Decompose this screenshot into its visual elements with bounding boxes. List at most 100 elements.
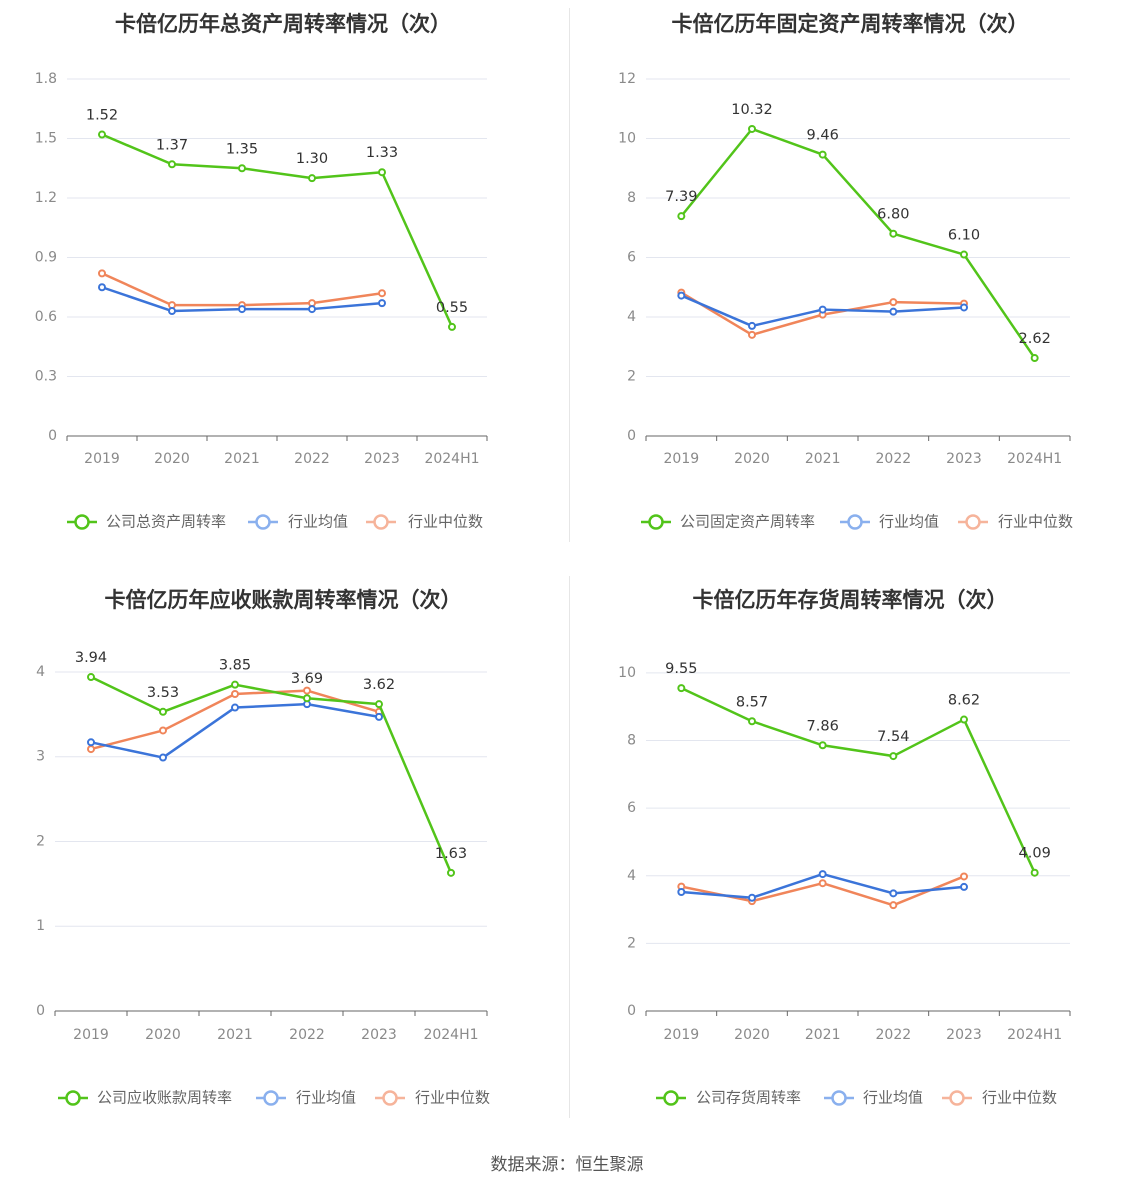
y-tick-label: 8 [627, 190, 636, 206]
legend-item-median: 行业中位数 [366, 513, 483, 531]
y-tick-label: 0.6 [35, 309, 57, 325]
data-label: 8.57 [736, 694, 768, 710]
x-tick-label: 2023 [364, 451, 400, 467]
avg-data-point [748, 893, 756, 902]
legend-item-company: 公司存货周转率 [656, 1089, 801, 1107]
chart-group: 卡倍亿历年存货周转率情况（次） 0 2 4 6 8 10 2019 2020 2021 2022 20… [618, 588, 1071, 1107]
data-label: 7.39 [665, 189, 697, 205]
legend-marker [74, 514, 90, 530]
median-data-point [889, 298, 898, 307]
avg-data-point [889, 889, 898, 898]
data-label: 2.62 [1019, 331, 1051, 347]
data-label: 9.55 [665, 661, 697, 677]
legend-item-company: 公司总资产周转率 [67, 513, 226, 531]
data-label: 1.52 [86, 108, 118, 124]
company-data-point [818, 741, 827, 750]
median-data-point [378, 289, 386, 298]
company-data-point [87, 673, 95, 682]
median-data-point [98, 269, 106, 278]
chart-svg-fixed-asset-turnover: 卡倍亿历年固定资产周转率情况（次） 0 2 4 6 8 10 12 2019 2020 2021 20… [618, 12, 1073, 531]
company-data-point [168, 160, 176, 169]
data-label: 7.86 [807, 718, 839, 734]
data-label: 8.62 [948, 693, 980, 709]
legend-marker [663, 1090, 679, 1106]
x-tick-label: 2019 [73, 1027, 109, 1043]
legend-item-median: 行业中位数 [958, 513, 1073, 531]
company-data-point [889, 752, 898, 761]
median-data-point [303, 686, 311, 695]
company-data-point [159, 707, 167, 716]
chart-panel-inventory-turnover: 卡倍亿历年存货周转率情况（次） 0 2 4 6 8 10 2019 2020 2021 2022 20… [567, 576, 1134, 1152]
company-data-point [889, 229, 898, 238]
legend-item-company: 公司固定资产周转率 [641, 513, 815, 531]
avg-data-point [378, 299, 386, 308]
median-data-point [87, 745, 95, 754]
avg-data-point [960, 303, 968, 312]
y-tick-label: 1.2 [35, 190, 57, 206]
legend-label: 行业均值 [288, 513, 348, 531]
legend-label: 行业均值 [863, 1089, 923, 1107]
x-tick-label: 2022 [876, 451, 912, 467]
data-label: 4.09 [1019, 846, 1051, 862]
company-data-point [231, 680, 239, 689]
avg-series-line [90, 702, 380, 759]
x-tick-label: 2023 [361, 1027, 397, 1043]
legend-label: 公司存货周转率 [696, 1089, 801, 1107]
data-label: 1.35 [226, 141, 258, 157]
x-tick-label: 2024H1 [424, 451, 479, 467]
y-tick-label: 0 [36, 1003, 45, 1019]
x-tick-label: 2023 [946, 1027, 982, 1043]
x-tick-label: 2021 [805, 451, 841, 467]
legend-item-median: 行业中位数 [942, 1089, 1057, 1107]
avg-data-point [98, 283, 106, 292]
median-data-point [818, 879, 827, 888]
y-tick-label: 1.8 [35, 71, 57, 87]
x-tick-label: 2024H1 [423, 1027, 478, 1043]
legend-label: 公司固定资产周转率 [680, 513, 815, 531]
legend-item-avg: 行业均值 [824, 1089, 923, 1107]
legend-item-median: 行业中位数 [375, 1089, 490, 1107]
legend-marker [65, 1090, 81, 1106]
data-label: 7.54 [877, 729, 909, 745]
y-tick-label: 2 [36, 833, 45, 849]
x-tick-label: 2023 [946, 451, 982, 467]
legend-label: 公司总资产周转率 [106, 513, 226, 531]
x-tick-label: 2019 [664, 1027, 700, 1043]
company-data-point [818, 150, 827, 159]
x-tick-label: 2024H1 [1007, 451, 1062, 467]
company-data-point [748, 717, 756, 726]
x-tick-label: 2022 [294, 451, 330, 467]
x-tick-label: 2019 [664, 451, 700, 467]
chart-title: 卡倍亿历年存货周转率情况（次） [693, 588, 1008, 612]
y-tick-label: 6 [627, 800, 636, 816]
legend-marker [965, 514, 981, 530]
y-tick-label: 4 [627, 868, 636, 884]
legend-item-avg: 行业均值 [248, 513, 348, 531]
legend-label: 行业中位数 [998, 513, 1073, 531]
legend-marker [382, 1090, 398, 1106]
company-data-point [447, 868, 455, 877]
x-tick-label: 2020 [734, 1027, 770, 1043]
x-tick-label: 2021 [217, 1027, 253, 1043]
y-tick-label: 10 [618, 131, 636, 147]
avg-data-point [818, 870, 827, 879]
company-data-point [677, 212, 686, 221]
data-label: 3.85 [219, 658, 251, 674]
avg-data-point [677, 291, 686, 300]
company-data-point [448, 322, 456, 331]
avg-data-point [87, 738, 95, 747]
data-label: 1.30 [296, 151, 328, 167]
chart-panel-total-asset-turnover: 卡倍亿历年总资产周转率情况（次） 0 0.3 0.6 0.9 1.2 1.5 1.8 2019 2… [0, 0, 567, 576]
y-tick-label: 4 [627, 309, 636, 325]
chart-panel-fixed-asset-turnover: 卡倍亿历年固定资产周转率情况（次） 0 2 4 6 8 10 12 2019 2020 2021 20… [567, 0, 1134, 576]
company-data-point [677, 684, 686, 693]
chart-svg-receivables-turnover: 卡倍亿历年应收账款周转率情况（次） 0 1 2 3 4 2019 2020 2021 2022 20… [36, 588, 490, 1107]
data-label: 6.80 [877, 207, 909, 223]
data-label: 1.63 [435, 846, 467, 862]
y-tick-label: 12 [618, 71, 636, 87]
company-data-point [308, 174, 316, 183]
company-data-point [960, 250, 968, 259]
x-tick-label: 2019 [84, 451, 120, 467]
avg-data-point [818, 305, 827, 314]
y-tick-label: 0 [48, 428, 57, 444]
